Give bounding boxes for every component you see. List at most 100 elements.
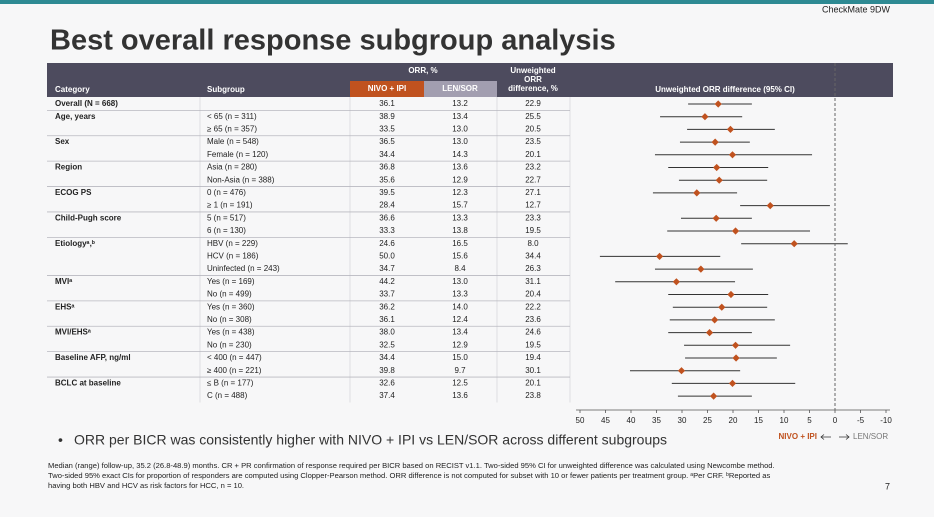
diff-value: 19.5: [525, 226, 541, 235]
nivo-value: 33.3: [379, 226, 395, 235]
subgroup: ≥ 65 (n = 357): [207, 125, 257, 134]
left-label: NIVO + IPI: [779, 432, 817, 441]
diff-value: 20.1: [525, 379, 541, 388]
x-tick-label: 25: [703, 416, 712, 425]
col-header: LEN/SOR: [442, 84, 478, 93]
len-value: 13.2: [452, 99, 468, 108]
subgroup: No (n = 499): [207, 290, 252, 299]
estimate-marker: [790, 240, 798, 248]
x-tick-label: 30: [678, 416, 687, 425]
subgroup: ≥ 1 (n = 191): [207, 201, 253, 210]
subgroup: C (n = 488): [207, 391, 248, 400]
category: Etiologyᵃ,ᵇ: [55, 239, 95, 248]
category: EHSᵃ: [55, 302, 74, 311]
x-tick-label: -10: [880, 416, 892, 425]
bullet-text: ORR per BICR was consistently higher wit…: [74, 432, 667, 448]
x-tick-label: 5: [807, 416, 812, 425]
footnote: Median (range) follow-up, 35.2 (26.8-48.…: [48, 461, 775, 470]
estimate-marker: [766, 202, 774, 210]
nivo-value: 50.0: [379, 252, 395, 261]
subgroup: < 400 (n = 447): [207, 353, 262, 362]
page-number: 7: [885, 481, 890, 491]
subgroup: Yes (n = 360): [207, 302, 255, 311]
estimate-marker: [677, 367, 686, 375]
diff-value: 8.0: [527, 239, 539, 248]
nivo-value: 35.6: [379, 175, 395, 184]
category: ECOG PS: [55, 188, 92, 197]
subgroup: 5 (n = 517): [207, 213, 246, 222]
diff-value: 23.8: [525, 391, 541, 400]
category: Baseline AFP, ng/ml: [55, 353, 131, 362]
diff-value: 12.7: [525, 201, 541, 210]
len-header-cell: [424, 81, 497, 97]
estimate-marker: [732, 354, 740, 362]
category: Child-Pugh score: [55, 213, 122, 222]
x-tick-label: -5: [857, 416, 865, 425]
estimate-marker: [711, 138, 719, 146]
subgroup: Asia (n = 280): [207, 163, 257, 172]
estimate-marker: [712, 214, 720, 222]
table-body: Overall (N = 668) 36.1 13.2 22.9 Age, years <…: [47, 63, 892, 441]
diff-value: 22.7: [525, 175, 541, 184]
diff-value: 23.6: [525, 315, 541, 324]
diff-value: 30.1: [525, 366, 541, 375]
len-value: 13.0: [452, 137, 468, 146]
category: BCLC at baseline: [55, 379, 121, 388]
len-value: 13.6: [452, 163, 468, 172]
nivo-value: 34.4: [379, 353, 395, 362]
x-tick-label: 35: [652, 416, 661, 425]
estimate-marker: [731, 341, 740, 349]
len-value: 8.4: [454, 264, 466, 273]
nivo-value: 44.2: [379, 277, 395, 286]
subgroup: Yes (n = 169): [207, 277, 255, 286]
estimate-marker: [713, 163, 721, 172]
nivo-value: 36.8: [379, 163, 395, 172]
diff-value: 22.2: [525, 302, 541, 311]
nivo-value: 37.4: [379, 391, 395, 400]
subgroup: No (n = 308): [207, 315, 252, 324]
subgroup: Uninfected (n = 243): [207, 264, 280, 273]
len-value: 12.4: [452, 315, 468, 324]
len-value: 13.8: [452, 226, 468, 235]
estimate-marker: [718, 303, 726, 311]
right-label: LEN/SOR: [853, 432, 888, 441]
nivo-value: 32.6: [379, 379, 395, 388]
len-value: 13.3: [452, 213, 468, 222]
subgroup: < 65 (n = 311): [207, 112, 257, 121]
diff-value: 23.3: [525, 213, 541, 222]
x-tick-label: 20: [729, 416, 738, 425]
x-tick-label: 40: [627, 416, 636, 425]
col-header: Category: [55, 85, 90, 94]
col-header: difference, %: [508, 84, 558, 93]
len-value: 15.0: [452, 353, 468, 362]
diff-value: 31.1: [525, 277, 541, 286]
len-value: 12.9: [452, 340, 468, 349]
title: Best overall response subgroup analysis: [50, 25, 616, 57]
len-value: 14.3: [452, 150, 468, 159]
category: MVI/EHSᵃ: [55, 328, 91, 337]
diff-value: 20.5: [525, 125, 541, 134]
subgroup: 6 (n = 130): [207, 226, 246, 235]
diff-value: 27.1: [525, 188, 541, 197]
subgroup: Non-Asia (n = 388): [207, 175, 275, 184]
footnote: having both HBV and HCV as risk factors …: [48, 481, 244, 490]
len-value: 9.7: [454, 366, 466, 375]
diff-value: 23.5: [525, 137, 541, 146]
subgroup: HBV (n = 229): [207, 239, 258, 248]
estimate-marker: [728, 151, 737, 159]
col-header: Unweighted ORR difference (95% CI): [655, 85, 795, 94]
col-header: Subgroup: [207, 85, 245, 94]
len-value: 16.5: [452, 239, 468, 248]
col-header: Unweighted: [510, 66, 555, 75]
estimate-marker: [714, 100, 722, 108]
len-value: 15.7: [452, 201, 468, 210]
x-tick-label: 15: [754, 416, 763, 425]
nivo-value: 39.8: [379, 366, 395, 375]
len-value: 12.5: [452, 379, 468, 388]
top-bar: [0, 0, 934, 4]
estimate-marker: [655, 252, 664, 260]
nivo-value: 33.7: [379, 290, 395, 299]
category: MVIᵃ: [55, 277, 72, 286]
brand: CheckMate 9DW: [822, 4, 891, 14]
